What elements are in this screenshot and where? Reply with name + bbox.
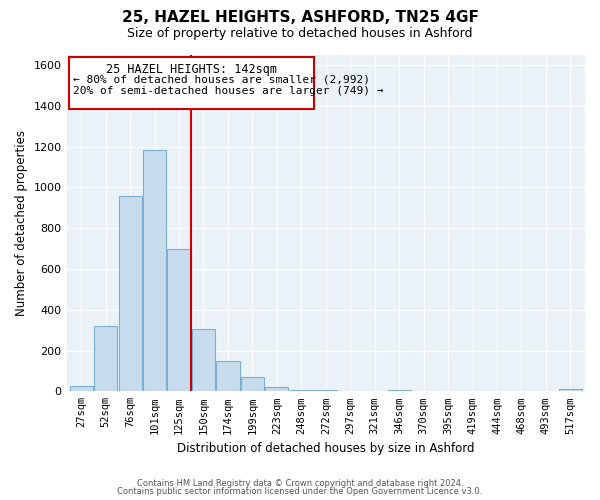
Bar — [290, 390, 313, 392]
FancyBboxPatch shape — [69, 57, 314, 109]
Bar — [241, 377, 264, 392]
Text: ← 80% of detached houses are smaller (2,992): ← 80% of detached houses are smaller (2,… — [73, 74, 370, 85]
Bar — [265, 387, 289, 392]
Bar — [143, 150, 166, 392]
Text: Size of property relative to detached houses in Ashford: Size of property relative to detached ho… — [127, 28, 473, 40]
Bar — [192, 329, 215, 392]
Bar — [559, 390, 582, 392]
Y-axis label: Number of detached properties: Number of detached properties — [15, 130, 28, 316]
Bar — [94, 326, 117, 392]
Bar — [388, 390, 411, 392]
X-axis label: Distribution of detached houses by size in Ashford: Distribution of detached houses by size … — [177, 442, 475, 455]
Bar — [217, 360, 239, 392]
Bar — [70, 386, 93, 392]
Text: 25, HAZEL HEIGHTS, ASHFORD, TN25 4GF: 25, HAZEL HEIGHTS, ASHFORD, TN25 4GF — [122, 10, 478, 25]
Text: 20% of semi-detached houses are larger (749) →: 20% of semi-detached houses are larger (… — [73, 86, 383, 96]
Bar — [119, 196, 142, 392]
Bar — [167, 248, 191, 392]
Text: Contains public sector information licensed under the Open Government Licence v3: Contains public sector information licen… — [118, 487, 482, 496]
Text: Contains HM Land Registry data © Crown copyright and database right 2024.: Contains HM Land Registry data © Crown c… — [137, 478, 463, 488]
Text: 25 HAZEL HEIGHTS: 142sqm: 25 HAZEL HEIGHTS: 142sqm — [106, 63, 277, 76]
Bar — [314, 390, 337, 392]
